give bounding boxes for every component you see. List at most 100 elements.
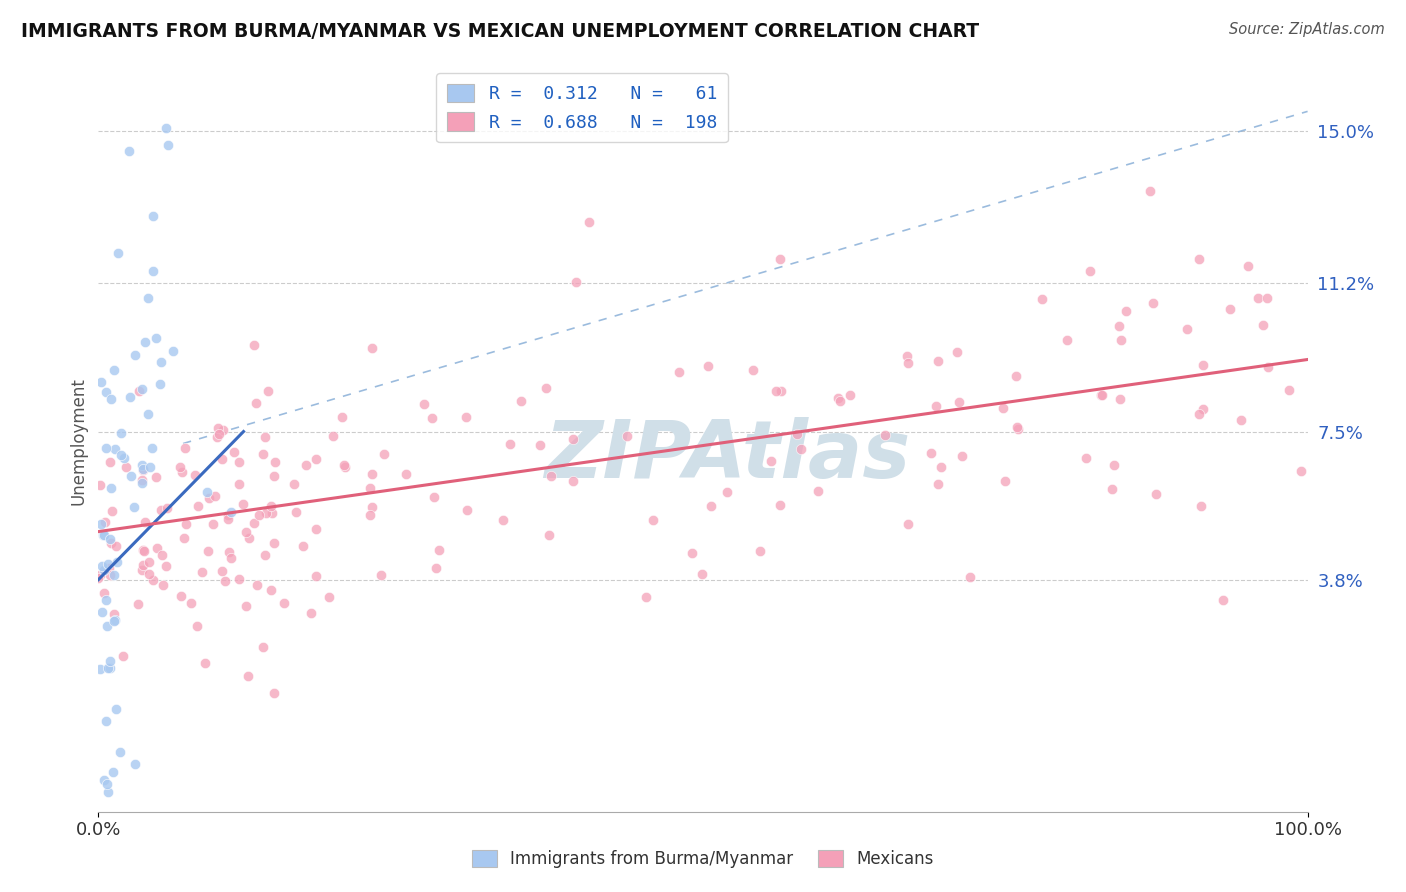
Point — [104, 613, 127, 627]
Point — [561, 474, 583, 488]
Point — [561, 433, 583, 447]
Point — [195, 484, 218, 499]
Point — [332, 458, 354, 473]
Point — [925, 400, 948, 414]
Point — [201, 517, 224, 532]
Point — [959, 570, 981, 584]
Point — [197, 544, 219, 558]
Point — [132, 543, 155, 558]
Point — [190, 565, 212, 579]
Point — [994, 474, 1017, 488]
Point — [150, 503, 173, 517]
Point — [769, 499, 792, 513]
Point — [93, 563, 115, 577]
Point — [1102, 458, 1125, 473]
Point — [413, 397, 436, 411]
Point — [873, 428, 896, 442]
Point — [318, 590, 340, 604]
Point — [134, 515, 156, 529]
Point — [218, 544, 240, 558]
Point — [359, 481, 381, 495]
Point — [786, 427, 808, 442]
Point — [211, 564, 233, 578]
Point — [184, 467, 207, 482]
Point — [131, 475, 153, 490]
Point — [134, 544, 156, 558]
Point — [299, 606, 322, 620]
Point — [204, 489, 226, 503]
Point — [243, 337, 266, 351]
Point — [948, 395, 970, 409]
Point — [150, 549, 173, 563]
Point — [180, 596, 202, 610]
Point — [456, 503, 478, 517]
Point — [1007, 422, 1029, 436]
Point — [1108, 318, 1130, 333]
Point — [93, 528, 115, 542]
Point — [141, 573, 163, 587]
Point — [454, 409, 477, 424]
Point — [141, 442, 163, 456]
Point — [155, 120, 177, 135]
Point — [305, 451, 328, 466]
Point — [260, 507, 283, 521]
Point — [252, 447, 274, 461]
Point — [98, 654, 121, 668]
Point — [790, 442, 813, 456]
Point — [169, 460, 191, 475]
Point — [138, 566, 160, 581]
Point — [1289, 464, 1312, 478]
Point — [1074, 450, 1097, 465]
Point — [1230, 413, 1253, 427]
Point — [927, 354, 949, 368]
Point — [149, 376, 172, 391]
Point — [1056, 333, 1078, 347]
Point — [194, 656, 217, 670]
Point — [124, 348, 146, 362]
Point — [700, 499, 723, 513]
Point — [132, 463, 155, 477]
Point — [136, 291, 159, 305]
Point — [170, 465, 193, 479]
Point — [1188, 407, 1211, 421]
Point — [636, 590, 658, 604]
Point — [131, 458, 153, 473]
Point — [534, 382, 557, 396]
Point — [90, 376, 112, 390]
Point — [330, 410, 353, 425]
Point — [360, 341, 382, 355]
Point — [105, 556, 128, 570]
Point — [283, 476, 305, 491]
Point — [112, 648, 135, 663]
Point — [578, 214, 600, 228]
Point — [1212, 592, 1234, 607]
Point — [108, 745, 131, 759]
Point — [1078, 264, 1101, 278]
Point — [132, 558, 155, 572]
Point — [97, 661, 120, 675]
Point — [96, 619, 118, 633]
Point — [187, 500, 209, 514]
Point — [155, 559, 177, 574]
Point — [103, 607, 125, 621]
Point — [173, 532, 195, 546]
Point — [235, 524, 257, 539]
Point — [253, 548, 276, 562]
Point — [105, 539, 128, 553]
Point — [1144, 487, 1167, 501]
Point — [247, 508, 270, 522]
Point — [96, 777, 118, 791]
Y-axis label: Unemployment: Unemployment — [69, 377, 87, 506]
Point — [769, 384, 792, 398]
Point — [1109, 333, 1132, 347]
Point — [120, 469, 142, 483]
Point — [920, 445, 942, 459]
Point — [104, 442, 127, 456]
Point — [128, 384, 150, 398]
Point — [214, 574, 236, 589]
Text: ZIPAtlas: ZIPAtlas — [544, 417, 910, 495]
Point — [1257, 359, 1279, 374]
Point — [89, 568, 111, 582]
Point — [245, 396, 267, 410]
Point — [1031, 293, 1053, 307]
